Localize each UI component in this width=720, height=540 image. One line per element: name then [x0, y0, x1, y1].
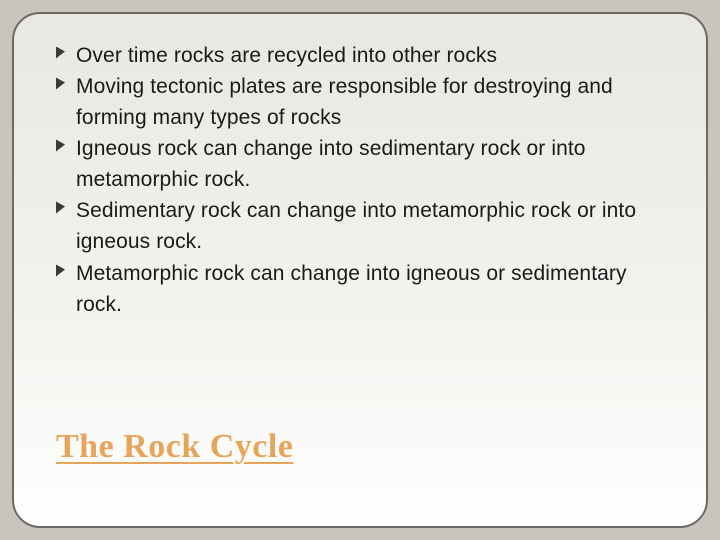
- bullet-arrow-icon: [56, 263, 65, 276]
- list-item: Moving tectonic plates are responsible f…: [56, 71, 666, 133]
- bullet-text: Moving tectonic plates are responsible f…: [76, 75, 613, 129]
- bullet-text: Igneous rock can change into sedimentary…: [76, 137, 586, 191]
- list-item: Over time rocks are recycled into other …: [56, 40, 666, 71]
- slide-card: Over time rocks are recycled into other …: [12, 12, 708, 528]
- bullet-text: Sedimentary rock can change into metamor…: [76, 199, 636, 253]
- bullet-arrow-icon: [56, 201, 65, 214]
- slide-title: The Rock Cycle: [56, 428, 293, 466]
- bullet-text: Metamorphic rock can change into igneous…: [76, 262, 627, 316]
- bullet-text: Over time rocks are recycled into other …: [76, 44, 497, 67]
- list-item: Igneous rock can change into sedimentary…: [56, 133, 666, 195]
- bullet-list: Over time rocks are recycled into other …: [56, 40, 666, 320]
- bullet-arrow-icon: [56, 46, 65, 59]
- bullet-arrow-icon: [56, 77, 65, 90]
- list-item: Metamorphic rock can change into igneous…: [56, 258, 666, 320]
- list-item: Sedimentary rock can change into metamor…: [56, 195, 666, 257]
- bullet-arrow-icon: [56, 139, 65, 152]
